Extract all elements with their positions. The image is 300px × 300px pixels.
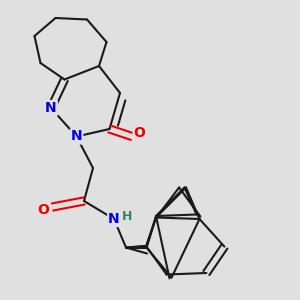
Text: O: O (134, 127, 146, 140)
Text: H: H (122, 210, 133, 223)
Text: N: N (71, 130, 82, 143)
Text: N: N (108, 212, 120, 226)
Text: O: O (38, 203, 50, 217)
Text: N: N (45, 101, 57, 115)
